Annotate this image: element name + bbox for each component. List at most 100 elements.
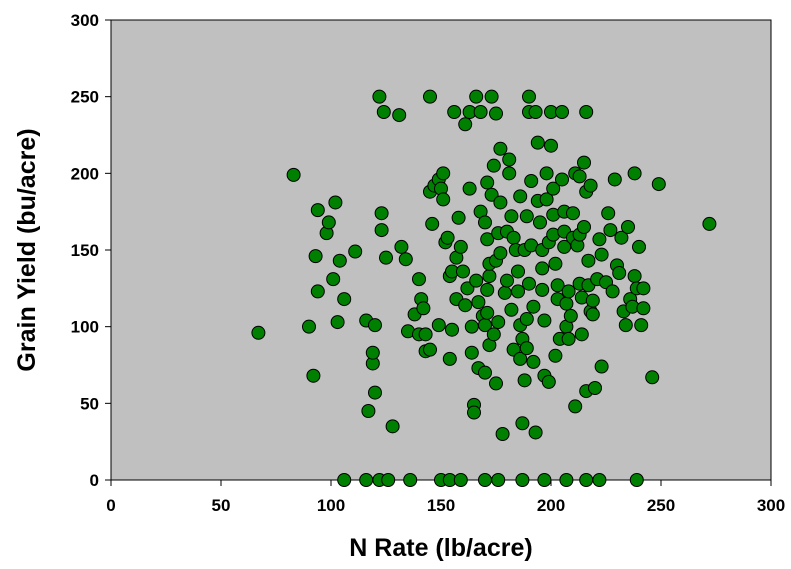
data-point (528, 105, 543, 119)
data-point (541, 374, 556, 389)
data-point (471, 295, 486, 310)
data-point (605, 284, 620, 299)
data-point (588, 381, 602, 395)
data-point (359, 473, 374, 487)
data-point (251, 325, 266, 340)
data-point (403, 473, 418, 487)
data-point (381, 473, 396, 487)
data-point (460, 281, 475, 296)
data-point (310, 203, 325, 218)
data-point (537, 473, 552, 487)
data-point (464, 319, 479, 334)
data-point (480, 305, 495, 320)
data-point (555, 172, 569, 187)
data-points (251, 89, 717, 487)
plot-area-background (110, 19, 772, 481)
data-point (535, 282, 550, 297)
data-point (398, 252, 413, 267)
data-point (447, 105, 462, 119)
data-point (645, 370, 660, 385)
x-axis-title: N Rate (lb/acre) (349, 534, 532, 562)
y-tick-label: 250 (71, 88, 99, 107)
data-point (519, 209, 534, 224)
data-point (445, 322, 459, 337)
data-point (374, 206, 389, 221)
data-point (585, 293, 600, 308)
data-point (484, 187, 499, 202)
data-point (636, 281, 651, 296)
data-point (603, 223, 618, 238)
data-point (513, 189, 528, 204)
data-point (607, 172, 622, 187)
data-point (636, 301, 651, 316)
data-point (374, 223, 389, 238)
data-point (392, 108, 407, 123)
data-point (453, 239, 468, 254)
data-point (469, 89, 484, 104)
x-tick-label: 250 (647, 496, 675, 515)
data-point (559, 473, 574, 487)
data-point (495, 427, 510, 441)
y-tick-label: 0 (90, 471, 99, 490)
data-point (544, 138, 558, 153)
data-point (533, 215, 547, 230)
data-point (572, 169, 587, 184)
data-point (502, 152, 517, 167)
data-point (524, 174, 539, 188)
y-tick-label: 300 (71, 11, 99, 30)
data-point (579, 473, 594, 487)
data-point (579, 105, 594, 119)
data-point (592, 232, 607, 247)
data-point (561, 331, 576, 346)
data-point (526, 354, 541, 369)
data-point (385, 419, 400, 434)
data-point (361, 404, 376, 418)
data-point (365, 345, 380, 360)
data-point (568, 399, 583, 414)
data-point (502, 166, 517, 181)
data-point (493, 246, 508, 261)
data-point (497, 285, 512, 300)
data-point (412, 272, 426, 287)
data-point (702, 216, 717, 231)
data-point (458, 117, 473, 132)
data-point (522, 89, 536, 104)
data-point (321, 215, 336, 230)
data-point (546, 181, 561, 196)
data-point (310, 284, 325, 299)
data-point (594, 247, 609, 262)
x-tick-label: 100 (317, 496, 345, 515)
data-point (486, 158, 501, 173)
data-point (627, 166, 642, 181)
data-point (537, 313, 552, 328)
data-point (581, 253, 596, 268)
data-point (330, 315, 345, 330)
data-point (517, 373, 532, 388)
data-point (493, 195, 508, 210)
data-point (585, 307, 600, 322)
data-point (368, 385, 382, 400)
x-tick-label: 0 (106, 496, 115, 515)
y-tick-label: 200 (71, 164, 99, 183)
data-point (574, 327, 589, 342)
data-point (491, 473, 506, 487)
data-point (583, 178, 598, 193)
data-point (506, 230, 521, 245)
data-point (302, 319, 316, 334)
data-point (458, 298, 473, 313)
data-point (548, 256, 563, 271)
data-point (326, 272, 341, 287)
data-point (519, 312, 534, 326)
data-point (555, 105, 569, 119)
data-point (612, 266, 627, 280)
y-axis-title: Grain Yield (bu/acre) (13, 128, 41, 371)
data-point (539, 166, 554, 181)
data-point (379, 250, 393, 265)
data-point (513, 351, 528, 366)
data-point (491, 315, 506, 330)
data-point (416, 301, 431, 316)
data-point (425, 216, 440, 231)
data-point (601, 206, 616, 221)
data-point (451, 210, 466, 225)
